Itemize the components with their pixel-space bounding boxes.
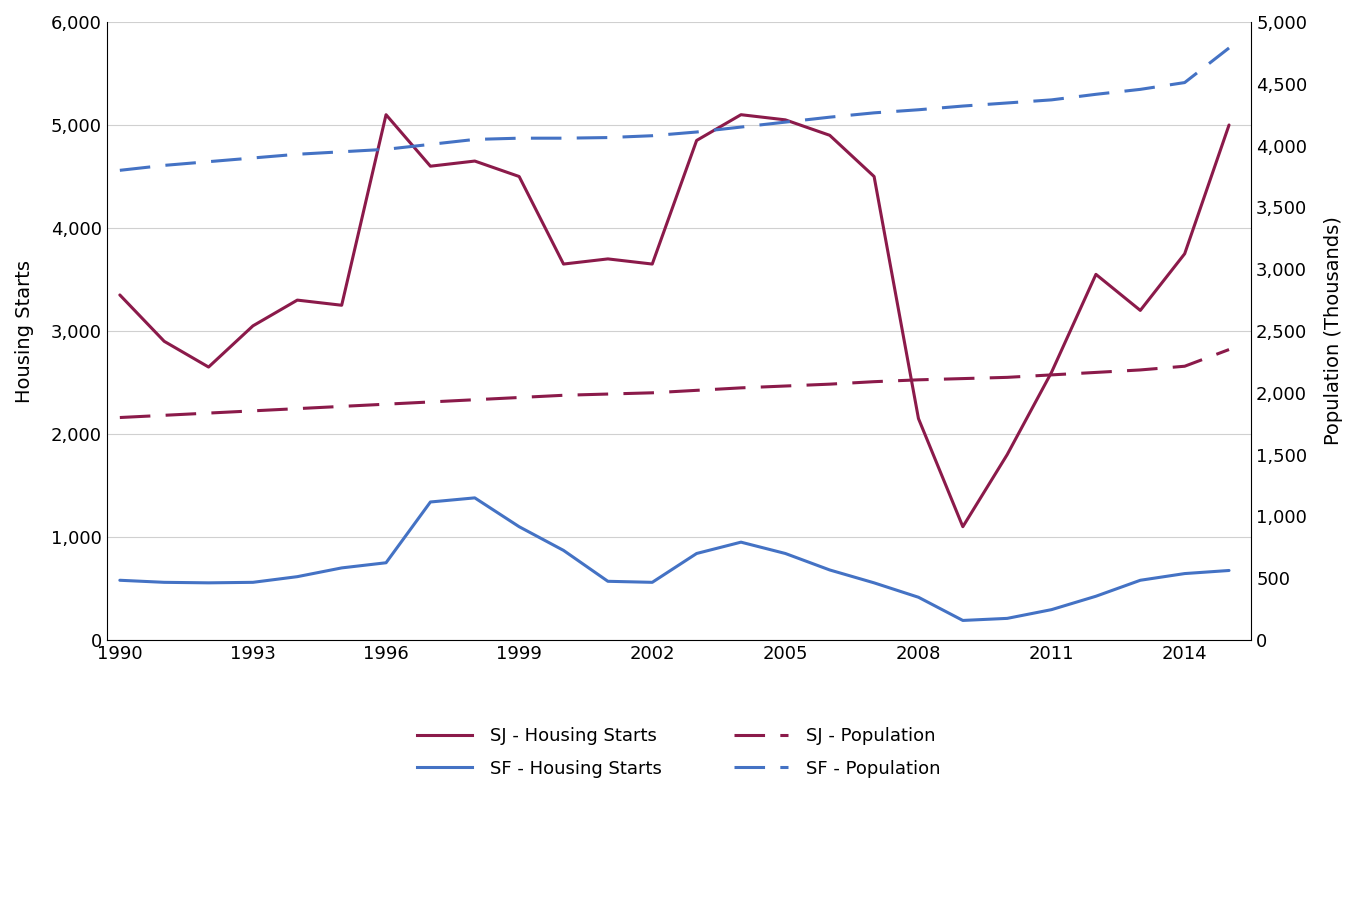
Legend: SJ - Housing Starts, SF - Housing Starts, SJ - Population, SF - Population: SJ - Housing Starts, SF - Housing Starts… <box>410 720 948 785</box>
Y-axis label: Population (Thousands): Population (Thousands) <box>1324 216 1343 446</box>
Y-axis label: Housing Starts: Housing Starts <box>15 260 34 402</box>
